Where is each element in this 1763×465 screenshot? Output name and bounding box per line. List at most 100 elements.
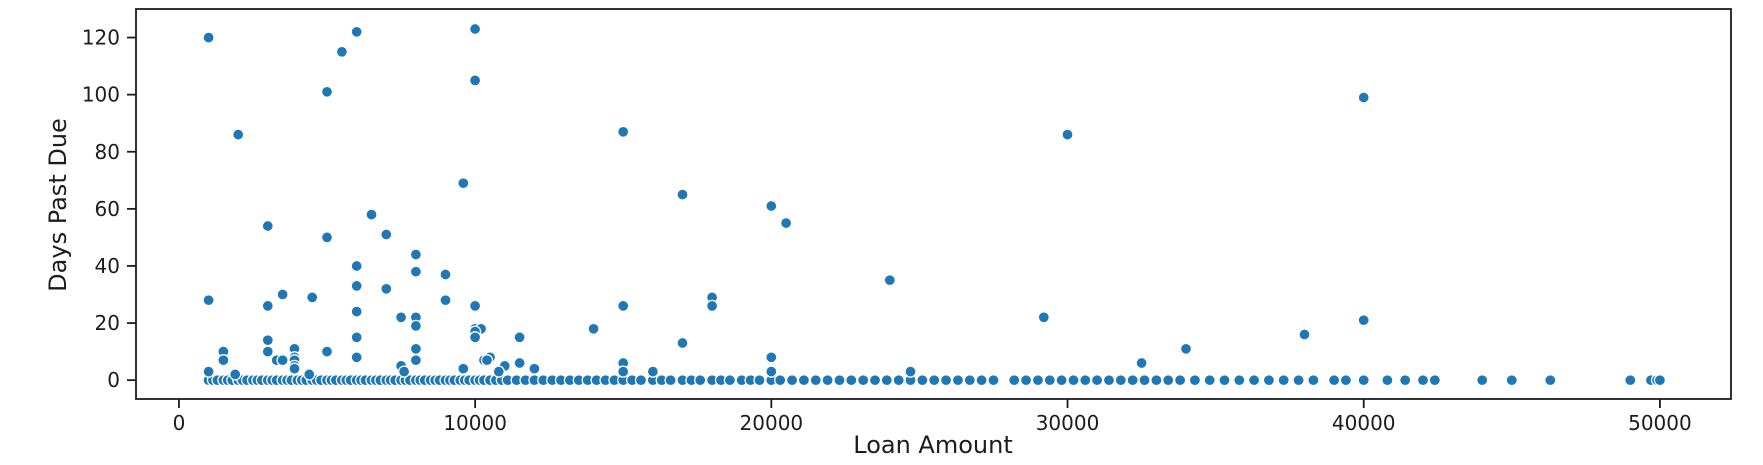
data-point: [1203, 374, 1216, 387]
data-point: [232, 128, 245, 141]
data-point: [892, 374, 905, 387]
y-axis-label: Days Past Due: [44, 118, 72, 292]
data-point: [883, 274, 896, 287]
data-point: [350, 305, 363, 318]
data-point: [202, 365, 215, 378]
data-point: [1061, 128, 1074, 141]
data-point: [1292, 374, 1305, 387]
data-point: [1126, 374, 1139, 387]
data-point: [1102, 374, 1116, 387]
data-point: [785, 374, 799, 387]
data-point: [350, 25, 363, 38]
data-point: [845, 374, 858, 387]
data-point: [1114, 374, 1127, 387]
data-point: [350, 331, 363, 344]
y-tick-label: 100: [82, 83, 120, 107]
data-point: [1307, 374, 1320, 387]
data-point: [928, 374, 941, 387]
data-point: [335, 45, 349, 58]
data-point: [1381, 374, 1394, 387]
data-point: [916, 374, 929, 387]
data-point: [1262, 374, 1276, 387]
data-point: [1357, 314, 1370, 327]
data-point: [797, 374, 811, 387]
y-tick-label: 120: [82, 26, 120, 50]
data-point: [394, 311, 408, 324]
data-point: [705, 299, 719, 313]
data-point: [1624, 374, 1637, 387]
data-point: [409, 342, 423, 355]
data-point: [975, 374, 988, 387]
x-tick-label: 40000: [1332, 411, 1396, 435]
plot-area: [136, 9, 1731, 399]
data-point: [868, 374, 882, 387]
data-point: [1188, 374, 1202, 387]
data-point: [350, 351, 363, 364]
data-point: [409, 354, 423, 367]
data-point: [468, 299, 482, 313]
data-point: [1233, 374, 1246, 387]
data-point: [1090, 374, 1104, 387]
data-point: [765, 351, 778, 364]
data-point: [1150, 374, 1163, 387]
data-point: [306, 291, 319, 304]
data-point: [587, 322, 600, 335]
x-axis-label: Loan Amount: [853, 431, 1013, 459]
data-point: [809, 374, 822, 387]
x-tick-label: 20000: [740, 411, 804, 435]
data-point: [1339, 374, 1353, 387]
data-point: [774, 374, 787, 387]
data-point: [676, 336, 689, 350]
data-point: [1055, 374, 1068, 387]
data-point: [409, 319, 423, 333]
data-point: [1277, 374, 1290, 387]
data-point: [1031, 374, 1045, 387]
data-point: [365, 208, 378, 221]
data-point: [987, 374, 1000, 387]
x-tick-label: 50000: [1628, 411, 1692, 435]
data-point: [1505, 374, 1518, 387]
data-point: [617, 125, 630, 138]
x-axis-ticks: 0 10000 20000 30000 40000 50000: [173, 399, 1692, 435]
data-point: [1327, 374, 1341, 387]
data-point: [409, 248, 423, 261]
data-point: [261, 299, 274, 313]
data-point: [1067, 374, 1080, 387]
x-tick-label: 0: [173, 411, 186, 435]
data-point: [634, 374, 648, 387]
data-point: [457, 362, 470, 375]
data-point: [261, 219, 274, 233]
data-point: [380, 228, 393, 241]
data-point: [202, 294, 215, 307]
x-tick-label: 10000: [443, 411, 507, 435]
data-point: [723, 374, 737, 387]
data-point: [439, 268, 452, 281]
data-point: [1357, 91, 1370, 104]
data-point: [1399, 374, 1412, 387]
data-point: [409, 265, 423, 278]
data-point: [765, 365, 778, 378]
data-point: [288, 362, 301, 375]
data-point: [261, 334, 274, 347]
data-point: [1008, 374, 1021, 387]
data-point: [397, 365, 411, 378]
data-point: [1476, 374, 1489, 387]
data-point: [939, 374, 953, 387]
y-axis-ticks: 0 20 40 60 80 100 120: [82, 26, 136, 392]
y-tick-label: 40: [95, 254, 120, 278]
data-point: [276, 354, 289, 367]
data-point: [1019, 374, 1033, 387]
data-point: [217, 354, 230, 367]
data-point: [1179, 342, 1193, 355]
data-point: [963, 374, 976, 387]
data-point: [694, 374, 707, 387]
data-point: [1037, 311, 1050, 324]
data-point: [439, 294, 452, 307]
data-point: [1653, 374, 1667, 387]
data-point: [664, 374, 677, 387]
data-point: [765, 199, 778, 213]
data-point: [1544, 374, 1557, 387]
data-point: [1218, 374, 1231, 387]
